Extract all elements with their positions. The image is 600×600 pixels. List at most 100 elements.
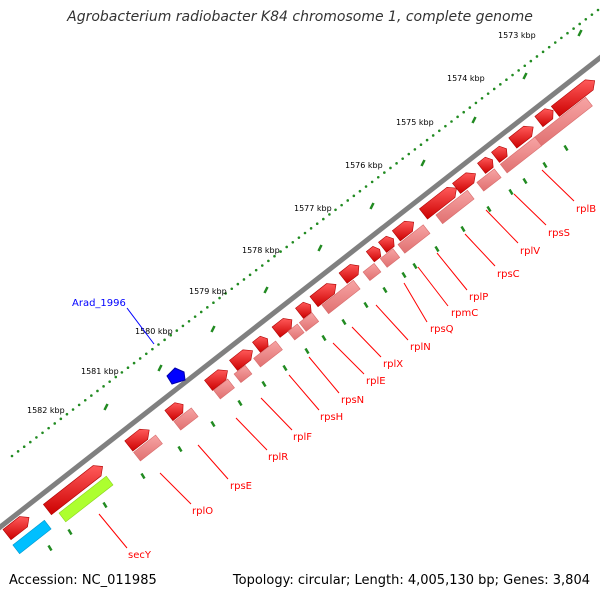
gene-arrow[interactable] (252, 335, 269, 353)
gene-arrow[interactable] (391, 220, 415, 242)
cds-segment-green[interactable] (58, 475, 114, 523)
scale-dot (267, 259, 270, 263)
gene-arrow[interactable] (309, 283, 337, 308)
cds-segment[interactable] (379, 248, 401, 268)
gene-arrow[interactable] (124, 428, 150, 452)
cds-segment[interactable] (476, 168, 502, 192)
gene-label-rple[interactable]: rplE (366, 376, 386, 387)
gene-arrow[interactable] (418, 186, 457, 220)
scale-dot (126, 366, 130, 370)
kbp-tick-label: 1574 kbp (447, 74, 485, 83)
cds-segment[interactable] (213, 378, 235, 400)
cds-segment[interactable] (253, 340, 283, 368)
scale-dot (499, 83, 502, 86)
gene-label-rpmc[interactable]: rpmC (451, 308, 478, 319)
cds-segment[interactable] (133, 434, 163, 462)
gene-arrow[interactable] (271, 318, 293, 338)
scale-dot (511, 73, 514, 77)
cds-segment[interactable] (233, 364, 253, 384)
scale-dot (242, 278, 246, 281)
gene-label-rpse[interactable]: rpsE (230, 481, 252, 492)
scale-dot (77, 403, 81, 407)
gene-label-rplp[interactable]: rplP (469, 292, 488, 303)
gene-label-rpsh[interactable]: rpsH (320, 412, 343, 423)
gene-arrow[interactable] (477, 156, 494, 174)
cds-segment[interactable] (362, 262, 382, 282)
gene-arrow[interactable] (508, 125, 534, 149)
scale-dot (193, 315, 197, 318)
feature-marker[interactable] (166, 367, 186, 385)
gene-label-rplr[interactable]: rplR (268, 452, 288, 463)
scale-dot (523, 64, 527, 68)
topology-text: Topology: circular; Length: 4,005,130 bp… (232, 573, 590, 588)
cds-segment-cyan[interactable] (12, 519, 52, 555)
kbp-scale-dots (10, 8, 600, 458)
scale-dot (547, 45, 551, 49)
feature-tickmarks (47, 144, 569, 552)
scale-dot (334, 208, 337, 212)
gene-arrow[interactable] (452, 172, 476, 194)
gene-arrow[interactable] (365, 246, 382, 263)
gene-label-rplx[interactable]: rplX (383, 359, 403, 370)
scale-dot (328, 213, 331, 216)
accession-text: Accession: NC_011985 (9, 573, 157, 588)
feature-tick (47, 544, 53, 552)
gene-label-secy[interactable]: secY (128, 550, 152, 561)
gene-labels: rplB rpsS rplV rpsC rplP rpmC rpsQ rplN rplX rplE… (98, 169, 596, 561)
gene-label-rpsq[interactable]: rpsQ (430, 324, 454, 335)
feature-tick (508, 188, 514, 196)
cds-segment[interactable] (435, 189, 475, 225)
kbp-tick-label: 1581 kbp (81, 367, 119, 376)
scale-dot (254, 268, 258, 272)
gene-label-rpsc[interactable]: rpsC (497, 269, 520, 280)
kbp-tick-mark (103, 403, 109, 411)
gene-label-rplv[interactable]: rplV (520, 246, 540, 257)
gene-leader-line (541, 169, 575, 202)
scale-dot (187, 319, 191, 323)
gene-arrow[interactable] (295, 301, 312, 319)
scale-dot (65, 412, 69, 416)
feature-leader-line (126, 307, 155, 345)
scale-dot (340, 203, 343, 207)
cds-segment[interactable] (298, 312, 320, 332)
gene-arrow[interactable] (2, 516, 30, 541)
feature-tick (412, 262, 418, 270)
gene-arrow[interactable] (550, 79, 596, 117)
kbp-tick-label: 1573 kbp (498, 31, 536, 40)
gene-label-rplo[interactable]: rplO (192, 506, 213, 517)
gene-arrow[interactable] (491, 145, 508, 163)
gene-label-rpss[interactable]: rpsS (548, 228, 570, 239)
gene-arrow[interactable] (42, 465, 103, 516)
scale-dot (358, 189, 362, 193)
feature-label-arad-1996[interactable]: Arad_1996 (72, 298, 126, 309)
cds-segment[interactable] (397, 224, 431, 254)
gene-label-rpsn[interactable]: rpsN (341, 395, 364, 406)
gene-leader-line (513, 193, 547, 226)
gene-arrow[interactable] (338, 264, 360, 284)
scale-dot (199, 310, 203, 314)
scale-dot (90, 394, 93, 397)
cds-segment[interactable] (287, 323, 305, 341)
scale-dot (346, 199, 350, 202)
kbp-tick-label: 1578 kbp (242, 246, 280, 255)
gene-label-rpln[interactable]: rplN (410, 342, 431, 353)
gene-label-rplb[interactable]: rplB (576, 204, 596, 215)
kbp-tick-mark (522, 72, 528, 80)
gene-arrow[interactable] (164, 402, 184, 422)
scale-dot (596, 8, 600, 12)
gene-label-rplf[interactable]: rplF (293, 432, 312, 443)
cds-segment[interactable] (173, 407, 199, 431)
gene-arrow[interactable] (229, 349, 253, 371)
scale-dot (285, 245, 288, 249)
scale-dot (315, 222, 319, 226)
scale-dot (132, 361, 136, 365)
gene-arrow[interactable] (534, 108, 554, 128)
feature-tick (363, 301, 369, 309)
gene-arrow[interactable] (378, 235, 395, 253)
scale-dot (456, 115, 459, 119)
scale-dot (480, 96, 484, 100)
cds-segment[interactable] (499, 136, 543, 174)
gene-arrow[interactable] (204, 369, 228, 391)
cds-segment[interactable] (321, 279, 361, 315)
scale-dot (138, 357, 142, 360)
